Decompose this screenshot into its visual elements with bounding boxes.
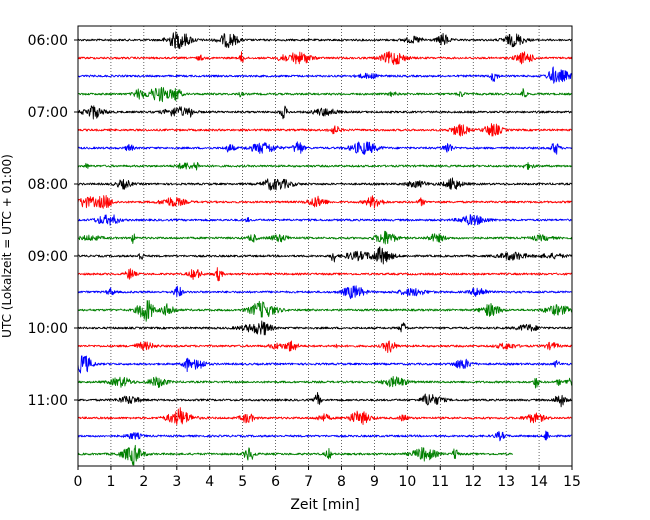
trace-line (77, 141, 573, 155)
trace-line (77, 340, 573, 353)
trace-line (77, 430, 573, 442)
trace-line (77, 267, 573, 282)
trace-line (77, 355, 573, 374)
traces-group (77, 31, 573, 466)
x-tick-label: 14 (530, 474, 548, 490)
x-tick-label: 1 (106, 474, 115, 490)
trace-line (77, 391, 573, 408)
trace-line (77, 86, 573, 103)
x-tick-label: 11 (431, 474, 449, 490)
trace-line (77, 161, 573, 171)
x-axis: 0 1 2 3 4 5 6 7 8 9 10 11 12 13 14 15 (74, 466, 581, 490)
plot-frame (77, 25, 573, 467)
x-tick-label: 3 (172, 474, 181, 490)
trace-line (77, 177, 573, 191)
x-tick-label: 9 (370, 474, 379, 490)
trace-line (77, 51, 573, 65)
trace-line (77, 444, 514, 466)
trace-line (77, 31, 573, 50)
trace-line (77, 320, 573, 336)
x-tick-label: 2 (139, 474, 148, 490)
x-axis-label: Zeit [min] (290, 497, 359, 513)
x-tick-label: 6 (271, 474, 280, 490)
y-tick-label: 09:00 (28, 249, 68, 265)
trace-line (77, 105, 573, 120)
x-tick-label: 10 (398, 474, 416, 490)
x-tick-label: 7 (304, 474, 313, 490)
y-tick-label: 08:00 (28, 177, 68, 193)
x-tick-label: 8 (337, 474, 346, 490)
x-tick-label: 5 (238, 474, 247, 490)
grid-lines (110, 26, 540, 466)
y-tick-label: 10:00 (28, 321, 68, 337)
y-tick-label: 06:00 (28, 33, 68, 49)
y-tick-label: 11:00 (28, 393, 68, 409)
x-tick-label: 4 (205, 474, 214, 490)
trace-line (77, 376, 573, 389)
trace-line (77, 285, 573, 300)
trace-line (77, 246, 573, 265)
x-tick-label: 0 (74, 474, 83, 490)
y-axis-label: UTC (Lokalzeit = UTC + 01:00) (0, 154, 14, 338)
trace-line (77, 123, 573, 137)
x-tick-label: 12 (464, 474, 482, 490)
trace-line (77, 214, 573, 226)
trace-line (77, 300, 573, 322)
trace-line (77, 407, 573, 426)
trace-line (77, 66, 573, 84)
y-tick-label: 07:00 (28, 105, 68, 121)
y-axis: 06:00 07:00 08:00 09:00 10:00 11:00 (28, 33, 78, 409)
trace-line (77, 194, 573, 209)
x-tick-label: 15 (563, 474, 581, 490)
trace-line (77, 230, 573, 245)
x-tick-label: 13 (497, 474, 515, 490)
